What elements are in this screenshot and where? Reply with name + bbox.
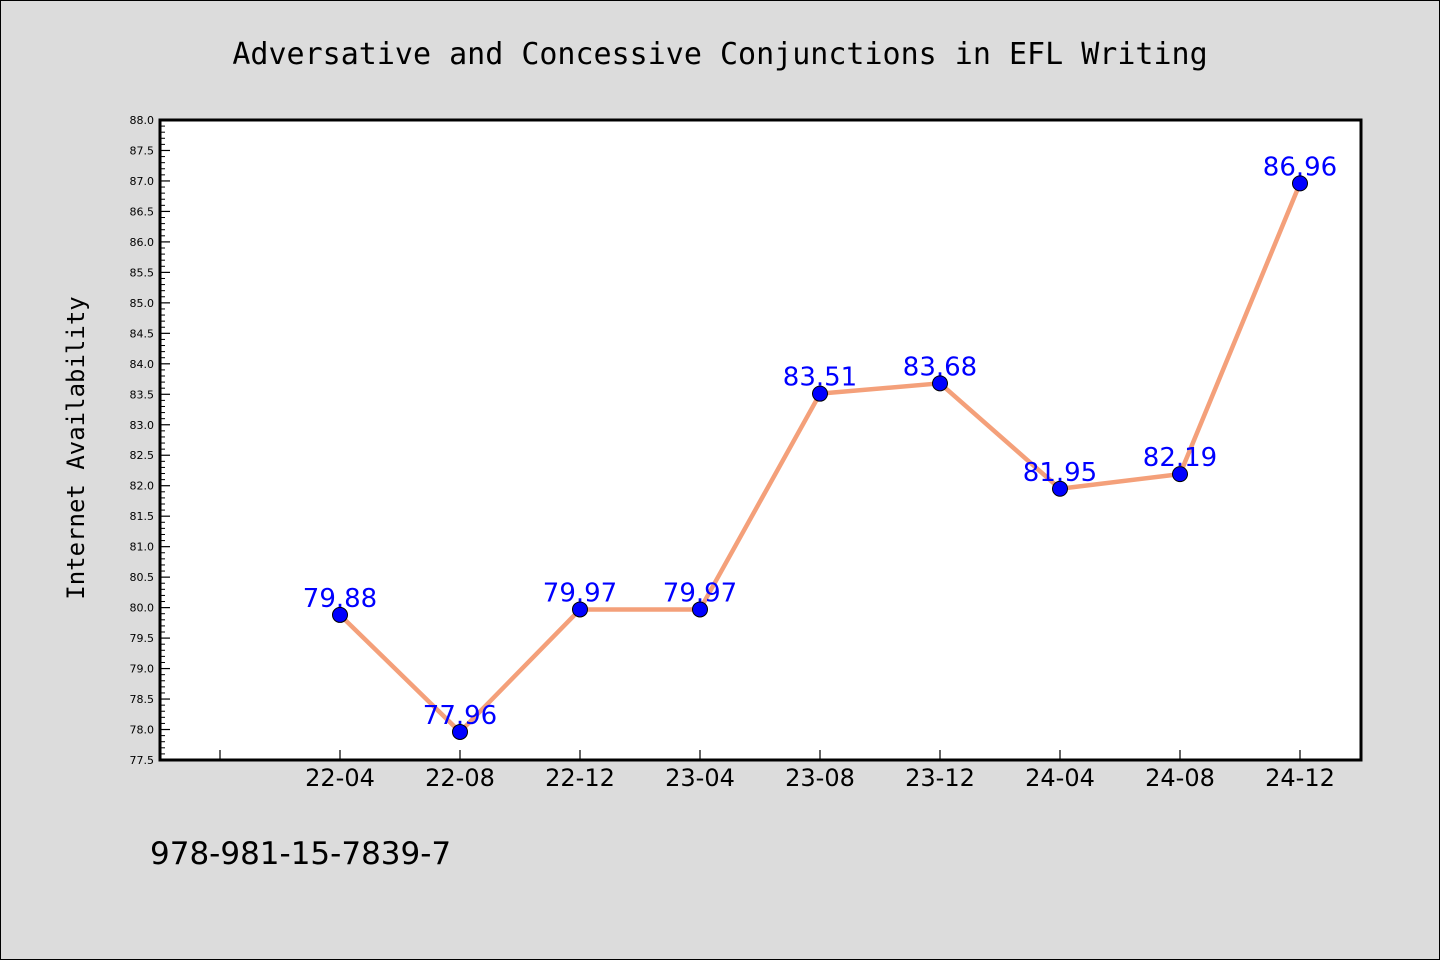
y-tick-label: 86.5 xyxy=(130,205,155,218)
x-tick-label: 22-08 xyxy=(425,764,495,792)
data-point xyxy=(332,606,348,623)
y-tick-label: 78.0 xyxy=(130,724,155,737)
y-tick-label: 84.5 xyxy=(130,327,155,340)
y-tick-label: 82.0 xyxy=(130,480,155,493)
data-label: 82.19 xyxy=(1143,443,1217,473)
y-tick-label: 83.0 xyxy=(130,419,155,432)
data-point xyxy=(1052,480,1068,497)
y-tick-label: 85.0 xyxy=(130,297,155,310)
y-axis: 77.5 78.0 78.5 79.0 79.5 80.0 80.5 81.0 81.5 82.0… xyxy=(130,114,170,767)
x-tick-label: 23-08 xyxy=(785,764,855,792)
data-point xyxy=(692,601,708,618)
data-point xyxy=(1292,175,1308,192)
data-label: 79.97 xyxy=(663,578,737,608)
y-tick-label: 78.5 xyxy=(130,693,155,706)
data-label: 77.96 xyxy=(423,701,497,731)
y-axis-label: Internet Availability xyxy=(62,296,90,599)
data-label: 79.88 xyxy=(303,584,377,614)
data-point xyxy=(932,375,948,392)
y-tick-label: 85.5 xyxy=(130,266,155,279)
y-tick-label: 88.0 xyxy=(130,114,155,127)
x-axis: 22-04 22-08 22-12 23-04 23-08 23-12 24-04 24-08… xyxy=(219,750,1335,792)
data-label: 81.95 xyxy=(1023,458,1097,488)
y-tick-label: 79.5 xyxy=(130,632,155,645)
chart-title: Adversative and Concessive Conjunctions … xyxy=(232,37,1207,72)
y-tick-label: 83.5 xyxy=(130,388,155,401)
data-label: 83.51 xyxy=(783,363,857,393)
y-tick-label: 80.0 xyxy=(130,602,155,615)
y-tick-label: 80.5 xyxy=(130,571,155,584)
y-tick-label: 81.0 xyxy=(130,541,155,554)
y-tick-label: 81.5 xyxy=(130,510,155,523)
y-tick-label: 77.5 xyxy=(130,754,155,767)
y-tick-label: 82.5 xyxy=(130,449,155,462)
data-point xyxy=(572,601,588,618)
series-layer xyxy=(332,175,1308,740)
plot-area xyxy=(158,118,1363,762)
x-tick-label: 22-12 xyxy=(545,764,615,792)
x-tick-label: 23-04 xyxy=(665,764,735,792)
data-label: 86.96 xyxy=(1263,152,1337,182)
y-tick-label: 79.0 xyxy=(130,663,155,676)
y-tick-label: 87.5 xyxy=(130,144,155,157)
data-point xyxy=(812,385,828,402)
x-tick-label: 24-12 xyxy=(1265,764,1335,792)
x-tick-label: 22-04 xyxy=(305,764,375,792)
x-tick-label: 24-08 xyxy=(1145,764,1215,792)
x-tick-label: 23-12 xyxy=(905,764,975,792)
data-point xyxy=(452,723,468,740)
data-point xyxy=(1172,466,1188,483)
data-labels: 79.88 77.96 79.97 79.97 83.51 83.68 81.95 82.19… xyxy=(303,152,1337,731)
x-tick-label: 24-04 xyxy=(1025,764,1095,792)
isbn-footer: 978-981-15-7839-7 xyxy=(150,836,451,872)
data-label: 83.68 xyxy=(903,352,977,382)
y-tick-label: 86.0 xyxy=(130,236,155,249)
y-tick-label: 84.0 xyxy=(130,358,155,371)
data-label: 79.97 xyxy=(543,578,617,608)
y-tick-label: 87.0 xyxy=(130,175,155,188)
